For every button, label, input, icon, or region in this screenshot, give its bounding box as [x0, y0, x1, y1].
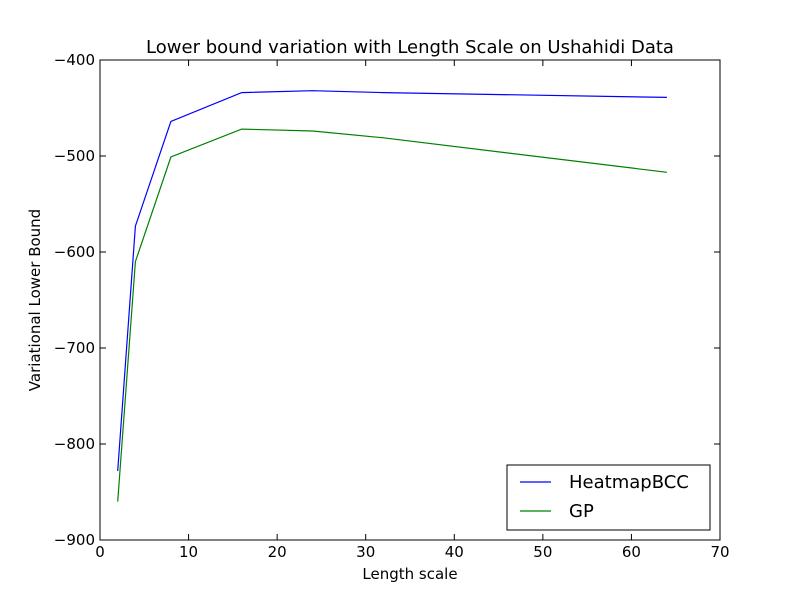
x-tick-label: 60: [622, 543, 641, 561]
y-tick-label: −900: [54, 531, 95, 549]
legend: HeatmapBCC GP: [506, 464, 711, 531]
x-tick-label: 70: [710, 543, 729, 561]
chart-title: Lower bound variation with Length Scale …: [146, 37, 674, 58]
series-line-gp: [117, 128, 667, 502]
series-line-heatmapbcc: [117, 90, 667, 471]
legend-label-gp: GP: [569, 501, 594, 522]
legend-label-heatmapbcc: HeatmapBCC: [569, 472, 689, 493]
x-tick-label: 30: [356, 543, 375, 561]
y-axis-label: Variational Lower Bound: [26, 209, 44, 391]
x-tick-label: 50: [533, 543, 552, 561]
ticks-layer: 0 10 20 30 40 50 60 70 −900 −800 −700 −600 −500 −400: [54, 51, 730, 561]
x-tick-label: 40: [445, 543, 464, 561]
series-layer: [117, 90, 667, 502]
y-tick-label: −500: [54, 147, 95, 165]
x-tick-label: 0: [95, 543, 105, 561]
y-tick-label: −600: [54, 243, 95, 261]
y-tick-label: −700: [54, 339, 95, 357]
x-tick-label: 10: [179, 543, 198, 561]
y-tick-label: −800: [54, 435, 95, 453]
x-axis-label: Length scale: [362, 565, 457, 583]
plot-frame: [99, 59, 721, 541]
legend-box: [506, 464, 711, 531]
x-tick-label: 20: [268, 543, 287, 561]
y-tick-label: −400: [54, 51, 95, 69]
